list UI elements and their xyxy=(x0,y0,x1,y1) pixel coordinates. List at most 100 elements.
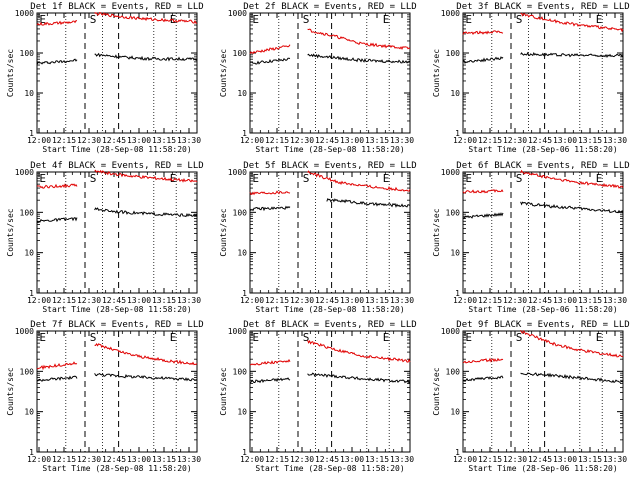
series-lld-line xyxy=(462,357,504,364)
x-axis-label: Start Time (28-Sep-06 11:58:20) xyxy=(468,145,617,154)
panel-title: Det 3f BLACK = Events, RED = LLD xyxy=(456,2,629,12)
series-lld-line xyxy=(520,169,624,189)
series-events-line xyxy=(462,212,504,219)
y-tick-label: 1 xyxy=(455,289,460,298)
x-tick-label: 12:15 xyxy=(52,455,76,464)
x-tick-label: 12:45 xyxy=(102,136,126,145)
x-tick-label: 12:30 xyxy=(503,455,527,464)
x-tick-label: 13:30 xyxy=(603,136,627,145)
y-tick-label: 1000 xyxy=(441,168,460,177)
x-tick-label: 12:15 xyxy=(478,136,502,145)
y-tick-label: 1 xyxy=(242,448,247,457)
y-tick-label: 100 xyxy=(20,367,35,376)
axes-frame xyxy=(249,12,411,134)
x-tick-label: 12:00 xyxy=(453,296,477,305)
series-lld-line xyxy=(307,339,411,363)
x-tick-label: 12:00 xyxy=(27,455,51,464)
series-lld-line xyxy=(36,361,78,371)
y-axis-label: Counts/sec xyxy=(219,367,228,415)
x-tick-label: 12:45 xyxy=(102,296,126,305)
orbit-marker: E xyxy=(252,13,259,26)
panel-title: Det 7f BLACK = Events, RED = LLD xyxy=(30,320,203,330)
x-tick-label: 12:45 xyxy=(315,136,339,145)
x-tick-label: 12:30 xyxy=(503,296,527,305)
x-axis-label: Start Time (28-Sep-06 11:58:20) xyxy=(468,305,617,314)
panel-title: Det 8f BLACK = Events, RED = LLD xyxy=(243,320,416,330)
y-tick-label: 100 xyxy=(20,49,35,58)
x-tick-label: 12:15 xyxy=(478,296,502,305)
x-axis-label: Start Time (28-Sep-08 11:58:20) xyxy=(42,464,191,473)
x-tick-label: 13:30 xyxy=(390,455,414,464)
series-events-line xyxy=(94,207,198,218)
y-tick-label: 1000 xyxy=(228,168,247,177)
x-tick-label: 13:30 xyxy=(390,136,414,145)
x-tick-label: 13:15 xyxy=(152,455,176,464)
orbit-marker: S xyxy=(516,13,523,26)
y-tick-label: 1000 xyxy=(15,327,34,336)
series-events-line xyxy=(36,58,78,65)
y-axis-label: Counts/sec xyxy=(219,49,228,97)
series-events-line xyxy=(326,197,411,208)
y-axis-label: Counts/sec xyxy=(432,208,441,256)
y-tick-label: 10 xyxy=(24,249,34,258)
x-tick-label: 12:15 xyxy=(265,136,289,145)
series-lld-line xyxy=(36,183,78,189)
y-tick-label: 1000 xyxy=(441,9,460,18)
orbit-marker: E xyxy=(465,172,472,185)
axes-frame xyxy=(36,171,198,294)
y-tick-label: 10 xyxy=(237,249,247,258)
series-events-line xyxy=(94,372,198,382)
x-tick-label: 12:15 xyxy=(478,455,502,464)
panel-det-6f: Det 6f BLACK = Events, RED = LLD 1 10 100 10… xyxy=(432,161,630,314)
panel-title: Det 4f BLACK = Events, RED = LLD xyxy=(30,161,203,171)
orbit-marker: S xyxy=(303,331,310,344)
series-events-line xyxy=(249,377,291,384)
panel-det-1f: Det 1f BLACK = Events, RED = LLD 1 10 100 10… xyxy=(6,2,204,154)
x-tick-label: 12:30 xyxy=(290,296,314,305)
orbit-marker: E xyxy=(596,13,603,26)
series-events-line xyxy=(249,57,291,65)
orbit-marker: S xyxy=(516,172,523,185)
orbit-marker: E xyxy=(596,172,603,185)
y-tick-label: 1000 xyxy=(228,9,247,18)
x-tick-label: 13:00 xyxy=(553,455,577,464)
x-tick-label: 13:30 xyxy=(390,296,414,305)
y-tick-label: 10 xyxy=(24,408,34,417)
series-lld-line xyxy=(249,190,291,196)
x-tick-label: 13:00 xyxy=(340,296,364,305)
y-tick-label: 1000 xyxy=(228,327,247,336)
orbit-marker: E xyxy=(383,13,390,26)
axes-frame xyxy=(249,171,411,294)
y-tick-label: 1 xyxy=(29,129,34,138)
series-events-line xyxy=(307,53,411,64)
x-tick-label: 13:15 xyxy=(152,136,176,145)
x-tick-label: 13:15 xyxy=(365,136,389,145)
x-tick-label: 12:45 xyxy=(528,136,552,145)
y-tick-label: 1000 xyxy=(15,9,34,18)
y-tick-label: 1000 xyxy=(15,168,34,177)
series-lld-line xyxy=(462,30,504,35)
series-lld-line xyxy=(520,329,624,358)
panel-det-4f: Det 4f BLACK = Events, RED = LLD 1 10 100 10… xyxy=(6,161,204,314)
series-events-line xyxy=(462,56,504,64)
panel-det-5f: Det 5f BLACK = Events, RED = LLD 1 10 100 10… xyxy=(219,161,417,314)
x-tick-label: 13:15 xyxy=(578,296,602,305)
orbit-marker: E xyxy=(383,172,390,185)
x-tick-label: 13:30 xyxy=(177,296,201,305)
series-events-line xyxy=(249,205,291,212)
orbit-marker: S xyxy=(303,172,310,185)
orbit-marker: S xyxy=(90,13,97,26)
orbit-marker: S xyxy=(516,331,523,344)
x-tick-label: 13:30 xyxy=(177,136,201,145)
orbit-marker: E xyxy=(170,331,177,344)
x-tick-label: 13:00 xyxy=(553,136,577,145)
x-axis-label: Start Time (28-Sep-08 11:58:20) xyxy=(255,464,404,473)
y-tick-label: 10 xyxy=(24,89,34,98)
series-lld-line xyxy=(36,20,78,26)
series-events-line xyxy=(520,51,624,58)
orbit-marker: S xyxy=(303,13,310,26)
y-tick-label: 1 xyxy=(29,289,34,298)
x-tick-label: 13:15 xyxy=(365,296,389,305)
series-events-line xyxy=(36,216,78,224)
